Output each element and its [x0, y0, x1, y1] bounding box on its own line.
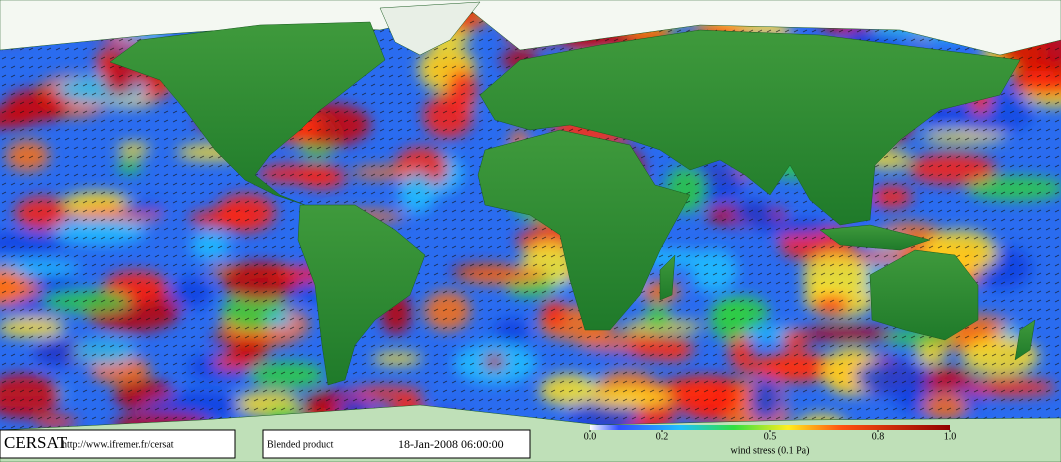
colorbar-tick-label: 0.8 [872, 431, 885, 442]
madagascar [659, 254, 676, 301]
colorbar [590, 425, 950, 430]
arctic [0, 0, 1061, 56]
colorbar-tick-label: 0.0 [584, 431, 597, 442]
eurasia [479, 29, 1021, 226]
url: http://www.ifremer.fr/cersat [62, 439, 174, 450]
indonesia [819, 224, 931, 251]
africa [477, 129, 691, 331]
colorbar-tick-label: 1.0 [944, 431, 957, 442]
colorbar-tick-label: 0.2 [656, 431, 669, 442]
colorbar-label: wind stress (0.1 Pa) [731, 445, 810, 456]
product-box [262, 429, 531, 459]
logo: CERSAT [4, 433, 68, 452]
north-america [109, 21, 386, 206]
south-america [297, 204, 426, 386]
colorbar-tick-label: 0.5 [764, 431, 777, 442]
new-zealand [1014, 319, 1036, 361]
greenland [379, 1, 481, 56]
date: 18-Jan-2008 06:00:00 [398, 437, 504, 451]
footer: CERSAT http://www.ifremer.fr/cersat Blen… [0, 425, 957, 459]
product: Blended product [267, 439, 334, 450]
australia [869, 249, 979, 341]
logo-box [0, 429, 236, 459]
